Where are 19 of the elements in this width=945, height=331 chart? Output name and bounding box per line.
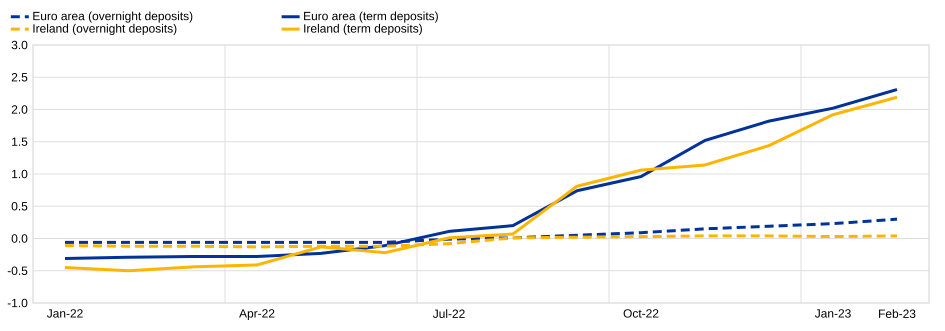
y-tick-label: 3.0 (12, 40, 28, 50)
y-tick-label: 1.0 (12, 170, 28, 178)
y-tick-label: 1.5 (12, 138, 28, 146)
y-tick-label: -0.5 (8, 266, 28, 275)
x-tick-label: Oct-22 (624, 309, 658, 318)
x-tick-label: Jul-22 (432, 309, 465, 318)
y-tick-label: 0.5 (12, 202, 28, 210)
y-tick-label: 0.0 (12, 234, 28, 243)
legend-label: Euro area (term deposits) (304, 11, 438, 23)
x-tick-label: Apr-22 (239, 309, 274, 320)
x-tick-label: Feb-23 (879, 309, 916, 318)
legend-label: Euro area (overnight deposits) (33, 11, 192, 23)
x-tick-label: Jan-23 (814, 309, 851, 318)
y-tick-label: 2.5 (12, 73, 28, 82)
y-tick-label: -1.0 (8, 298, 28, 308)
legend-label: Ireland (overnight deposits) (33, 24, 176, 36)
x-tick-label: Jan-22 (46, 309, 83, 318)
y-tick-label: 2.0 (12, 105, 28, 114)
legend-label: Ireland (term deposits) (304, 24, 422, 36)
